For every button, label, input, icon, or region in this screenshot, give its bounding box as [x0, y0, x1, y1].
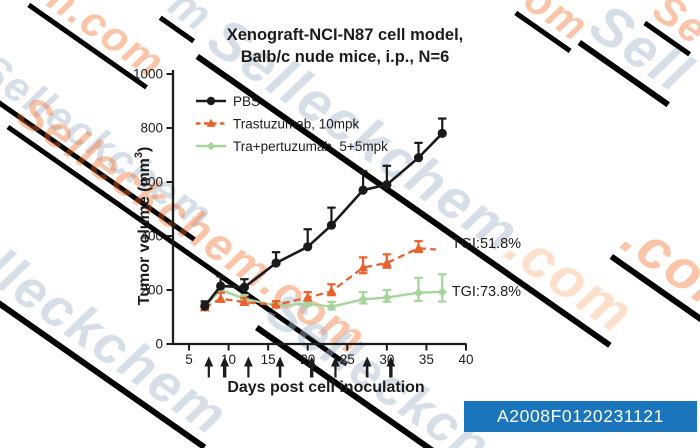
- data-point-circle: [239, 282, 249, 292]
- y-tick-label: 800: [140, 121, 163, 136]
- data-point-triangle: [271, 299, 282, 309]
- legend-item: Tra+pertuzumab, 5+5mpk: [196, 139, 388, 154]
- axis-labels: Days post cell inoculation Tumor volume (…: [133, 147, 425, 396]
- x-tick-label: 25: [340, 352, 355, 367]
- tgi-annotation: TGI:73.8%: [452, 284, 521, 300]
- x-tick-label: 15: [261, 352, 276, 367]
- data-point-triangle: [358, 262, 369, 272]
- data-point-diamond: [358, 294, 368, 305]
- legend: PBS Trastuzumab, 10mpk Tra+pertuzumab, 5+5…: [196, 94, 388, 154]
- data-point-diamond: [382, 292, 392, 303]
- dose-arrow-icon: [331, 356, 340, 378]
- dose-arrow-icon: [386, 356, 396, 378]
- y-tick-label: 1000: [133, 67, 163, 82]
- data-point-triangle: [413, 242, 424, 252]
- x-tick-label: 5: [185, 352, 193, 367]
- data-point-circle: [303, 242, 313, 252]
- legend-label: Tra+pertuzumab, 5+5mpk: [233, 139, 388, 154]
- data-point-circle: [358, 185, 368, 195]
- data-point-diamond: [206, 141, 216, 151]
- catalog-id-text: A2008F0120231121: [497, 406, 664, 426]
- data-point-circle: [271, 258, 281, 268]
- catalog-id-badge: A2008F0120231121: [464, 401, 697, 432]
- chart-title-line2: Balb/c nude mice, i.p., N=6: [240, 48, 450, 66]
- series-line: [203, 132, 444, 308]
- annotations: TGI:51.8% TGI:73.8%: [452, 236, 521, 300]
- dose-arrow-icon: [244, 356, 253, 378]
- legend-label: Trastuzumab, 10mpk: [233, 116, 360, 131]
- data-point-triangle: [206, 118, 216, 127]
- dose-arrow-icon: [307, 356, 317, 378]
- legend-label: PBS: [233, 94, 260, 109]
- data-point-triangle: [326, 286, 337, 296]
- dosing-arrows: [204, 356, 396, 378]
- series-line: [204, 288, 443, 308]
- tgi-annotation: TGI:51.8%: [452, 236, 521, 252]
- y-tick-label: 400: [140, 229, 163, 244]
- data-point-triangle: [381, 257, 392, 267]
- data-point-circle: [206, 96, 216, 106]
- y-tick-label: 200: [140, 283, 163, 298]
- data-point-diamond: [413, 288, 424, 298]
- dose-arrow-icon: [220, 356, 230, 378]
- dose-arrow-icon: [362, 356, 372, 378]
- series-tra-pertuzumab-5-5mpk: [200, 273, 447, 312]
- dose-arrow-icon: [275, 356, 285, 378]
- data-point-triangle: [239, 296, 250, 306]
- data-point-circle: [437, 128, 447, 138]
- y-axis-label: Tumor volume (mm3): [133, 147, 153, 306]
- series-pbs: [200, 117, 447, 311]
- data-point-circle: [413, 153, 424, 163]
- x-tick-label: 35: [419, 352, 434, 367]
- data-point-circle: [382, 180, 392, 190]
- data-point-circle: [216, 281, 226, 291]
- y-tick-label: 600: [140, 175, 163, 190]
- data-point-circle: [200, 301, 210, 311]
- chart-title: Xenograft-NCI-N87 cell model, Balb/c nud…: [145, 24, 545, 68]
- x-axis-label: Days post cell inoculation: [227, 379, 424, 396]
- data-point-triangle: [302, 292, 313, 302]
- data-point-triangle: [215, 293, 226, 303]
- y-tick-label: 0: [155, 337, 163, 352]
- data-point-diamond: [437, 287, 447, 297]
- series-trastuzumab-10mpk: [199, 240, 437, 312]
- chart-title-line1: Xenograft-NCI-N87 cell model,: [226, 26, 464, 44]
- x-tick-label: 40: [458, 352, 473, 367]
- series-line: [204, 246, 437, 309]
- legend-item: PBS: [196, 94, 260, 109]
- dose-arrow-icon: [204, 356, 214, 378]
- legend-item: Trastuzumab, 10mpk: [196, 116, 360, 131]
- data-point-circle: [326, 220, 337, 230]
- data-point-diamond: [326, 302, 337, 312]
